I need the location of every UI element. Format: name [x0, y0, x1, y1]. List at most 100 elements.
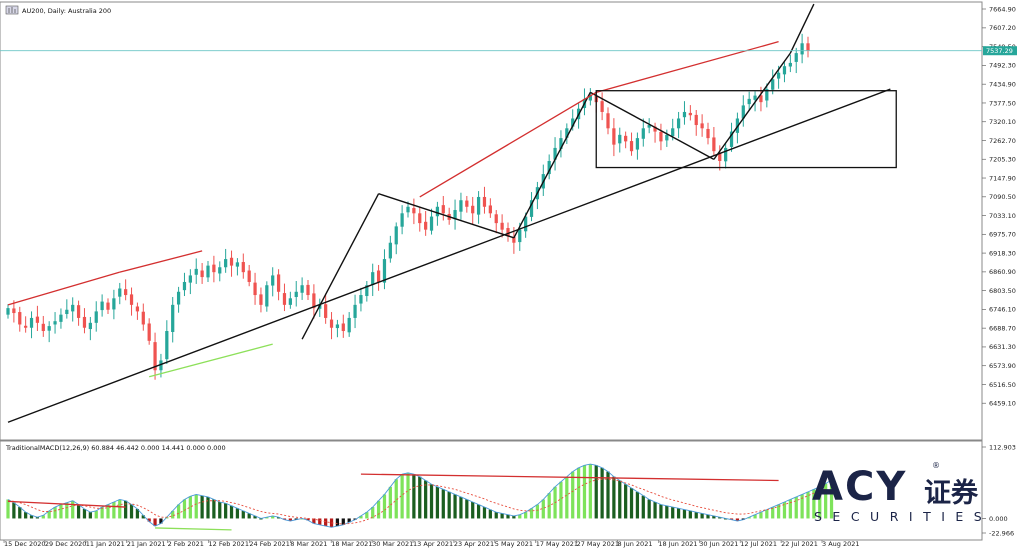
candle-body — [553, 147, 557, 160]
macd-bar — [412, 474, 416, 519]
candle-body — [465, 200, 469, 207]
time-tick-label: 12 Jul 2021 — [740, 540, 777, 548]
annotations-group — [7, 3, 897, 531]
candle-body — [265, 285, 269, 307]
candle-body — [247, 270, 251, 282]
time-tick-label: 5 May 2021 — [495, 540, 533, 548]
candle-body — [47, 326, 51, 331]
logo-sub-text: SECURITIES — [814, 509, 993, 524]
macd-bar — [318, 518, 322, 525]
macd-bar — [541, 499, 545, 519]
macd-bar — [394, 479, 398, 519]
chart-menu-icon[interactable] — [5, 5, 19, 15]
candle-body — [547, 160, 551, 175]
trend-line — [378, 193, 515, 239]
price-tick-label: 7147.90 — [989, 174, 1016, 182]
candle-body — [529, 200, 534, 217]
macd-bar — [506, 514, 510, 519]
candle-body — [506, 228, 510, 237]
macd-bar — [782, 502, 787, 519]
macd-bar — [71, 500, 75, 519]
candle-body — [741, 105, 745, 119]
candle-body — [782, 66, 787, 75]
price-panel-frame — [0, 1, 983, 441]
candle-body — [659, 131, 663, 142]
macd-bar — [565, 476, 569, 519]
macd-bar — [453, 494, 457, 519]
logo-chinese-text: 证券 — [924, 478, 978, 509]
candle-body — [676, 118, 681, 129]
macd-bar — [206, 496, 210, 519]
candle-body — [753, 95, 757, 100]
resistance-line — [596, 41, 779, 93]
candle-body — [65, 309, 69, 315]
logo-main-text: ACY — [812, 464, 908, 510]
macd-bar — [724, 518, 728, 520]
macd-bar — [671, 507, 675, 519]
candle-body — [194, 268, 198, 275]
current-price-box — [983, 46, 1017, 56]
macd-bar — [47, 510, 51, 519]
candle-body — [82, 316, 87, 328]
candle-body — [12, 308, 16, 314]
price-tick-label: 6746.10 — [989, 306, 1016, 314]
resistance-line — [7, 500, 126, 508]
candle-body — [18, 312, 22, 325]
macd-bar — [812, 489, 816, 519]
candle-body — [388, 242, 392, 259]
macd-bar — [235, 508, 240, 519]
macd-lines — [7, 463, 832, 528]
macd-bar — [135, 508, 140, 519]
macd-bar — [571, 471, 575, 519]
candle-body — [235, 262, 240, 267]
macd-bar — [512, 515, 516, 519]
macd-bar — [582, 465, 587, 519]
macd-bar — [282, 518, 287, 520]
time-tick-label: 12 Feb 2021 — [209, 540, 249, 548]
time-tick-label: 8 Jun 2021 — [618, 540, 653, 548]
macd-bar — [665, 505, 669, 519]
price-tick-label: 7033.10 — [989, 212, 1016, 220]
candle-body — [682, 111, 687, 118]
candle-body — [600, 101, 604, 112]
macd-bar — [441, 489, 445, 519]
macd-bar — [118, 499, 122, 519]
macd-bar — [94, 510, 98, 519]
macd-bar — [6, 499, 10, 519]
candle-body — [771, 79, 775, 90]
macd-label: TraditionalMACD(12,26,9) 60.884 46.442 0… — [5, 444, 226, 452]
price-tick-label: 7320.10 — [989, 118, 1016, 126]
candle-body — [565, 128, 569, 138]
macd-bar — [753, 514, 757, 519]
candle-body — [653, 126, 657, 132]
candle-body — [794, 53, 798, 62]
macd-bar — [688, 510, 692, 519]
macd-bar — [524, 512, 528, 519]
macd-bar — [306, 518, 310, 521]
macd-bar — [188, 496, 192, 519]
candle-body — [429, 216, 434, 231]
macd-bar — [459, 496, 463, 519]
price-axis: 7664.907607.207549.507492.307434.907377.… — [0, 5, 1017, 537]
price-tick-label: 7090.50 — [989, 193, 1016, 201]
candle-body — [406, 206, 410, 213]
candle-body — [494, 214, 498, 224]
candle-body — [253, 282, 257, 296]
macd-panel — [0, 440, 983, 541]
macd-bar — [588, 464, 592, 519]
macd-bar — [82, 508, 87, 519]
macd-bar — [53, 507, 57, 519]
macd-bar — [800, 494, 804, 519]
candle-body — [476, 196, 481, 215]
macd-bar — [482, 507, 487, 519]
time-tick-label: 21 Jan 2021 — [127, 540, 166, 548]
macd-bar — [771, 507, 775, 519]
macd-bar — [18, 507, 22, 519]
candle-body — [171, 304, 175, 332]
macd-bar — [529, 508, 534, 519]
macd-bar — [612, 476, 616, 519]
price-tick-label: 6975.70 — [989, 231, 1016, 239]
macd-tick-label: 0.000 — [989, 515, 1008, 523]
candle-body — [488, 205, 492, 214]
macd-bar — [794, 496, 798, 519]
